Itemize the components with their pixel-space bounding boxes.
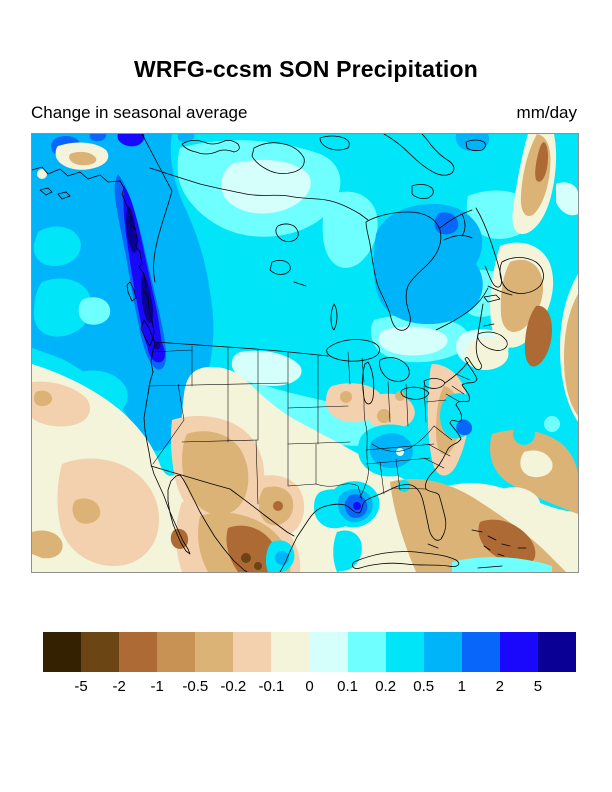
coastline-lake-huron <box>379 357 410 382</box>
colorbar-tick-label: 0.1 <box>337 678 358 695</box>
colorbar-cell-sienna <box>119 632 158 672</box>
coastline-vancouver-island <box>140 319 154 347</box>
coastline-haida-gwaii <box>126 281 137 302</box>
colorbar-cell-peach <box>233 632 272 672</box>
coastline-lake-michigan <box>362 361 375 405</box>
colorbar-cell-navy <box>538 632 577 672</box>
coastline-newfoundland <box>499 257 544 294</box>
colorbar-cell-tan <box>195 632 234 672</box>
colorbar-tick-label: 0 <box>305 678 314 695</box>
colorbar-tick-label: 5 <box>533 678 543 695</box>
coastline-lake-superior <box>326 339 380 362</box>
colorbar-cell-brown_darkest <box>43 632 82 672</box>
colorbar-cell-sky_blue <box>423 632 462 672</box>
colorbar-tick-label: 1 <box>457 678 466 695</box>
colorbar-cell-cream <box>271 632 310 672</box>
colorbar-tick-label: -0.2 <box>220 678 247 695</box>
coastline-atlantic-gulf <box>279 303 484 572</box>
border-us-canada <box>154 341 469 384</box>
coastline-cuba <box>352 543 503 569</box>
colorbar-cell-cyan_palest <box>309 632 348 672</box>
colorbar-tick-label: -1 <box>150 678 164 695</box>
coastline-hudson-strait <box>439 209 473 241</box>
colorbar-tick-label: 2 <box>495 678 505 695</box>
colorbar-cell-cyan <box>385 632 424 672</box>
coastline-hudson-bay <box>365 211 442 331</box>
coastline-anticosti <box>483 294 501 303</box>
coastline-bahamas <box>471 529 527 557</box>
coastlines <box>32 134 544 572</box>
colorbar-tick-label: 0.2 <box>375 678 397 695</box>
subtitle-left: Change in seasonal average <box>31 103 248 122</box>
colorbar-cell-strong_blue <box>499 632 539 672</box>
state-borders <box>147 345 471 505</box>
coastline-nova-scotia <box>477 323 508 351</box>
border-alaska-yukon <box>141 134 173 283</box>
colorbar-cell-cyan_pale <box>347 632 386 672</box>
figure-title: WRFG-ccsm SON Precipitation <box>133 56 479 82</box>
colorbar-cell-tan_dark <box>157 632 196 672</box>
colorbar <box>43 632 577 672</box>
coastline-alaska-islands <box>39 187 71 200</box>
coastline-labrador <box>475 207 502 288</box>
coastline-arctic-mainland <box>149 167 369 221</box>
colorbar-tick-label: -2 <box>112 678 126 695</box>
colorbar-tick-label: 0.5 <box>413 678 435 695</box>
coastline-nw-lakes <box>269 223 338 331</box>
coastline-lake-erie <box>400 386 430 400</box>
colorbar-tick-labels: -5 -2 -1 -0.5 -0.2 -0.1 0 0.1 0.2 0.5 1 2 5 <box>43 678 576 696</box>
units-label: mm/day <box>516 103 577 122</box>
colorbar-cell-brown_dark <box>81 632 120 672</box>
map-frame <box>31 133 579 573</box>
precipitation-change-map <box>32 134 578 572</box>
colorbar-tick-label: -0.5 <box>182 678 209 695</box>
border-us-mexico <box>150 465 295 537</box>
colorbar-cell-blue <box>461 632 500 672</box>
colorbar-tick-label: -0.1 <box>258 678 285 695</box>
colorbar-tick-label: -5 <box>74 678 88 695</box>
coastline-arctic-islands <box>181 135 486 199</box>
subtitle-row: Change in seasonal average mm/day <box>31 103 577 123</box>
coastline-st-lawrence <box>435 285 513 331</box>
coastline-pacific-and-mexico <box>32 166 248 572</box>
contour-fill-regions <box>32 134 578 572</box>
coastline-baffin <box>383 134 455 176</box>
